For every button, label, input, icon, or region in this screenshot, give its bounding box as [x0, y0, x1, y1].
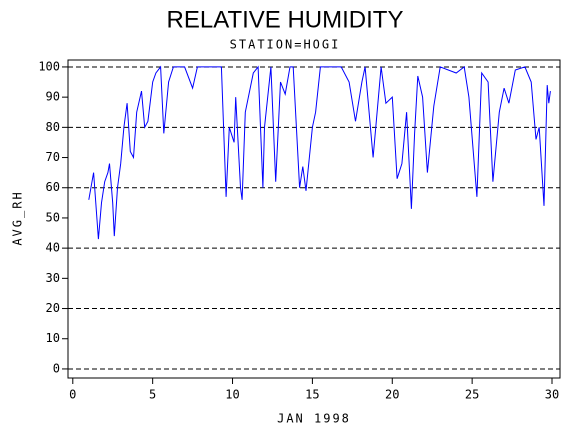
y-tick-label: 60 [46, 180, 60, 194]
y-tick-label: 40 [46, 241, 60, 255]
y-tick-label: 100 [38, 59, 60, 73]
y-tick-label: 20 [46, 301, 60, 315]
y-tick-label: 50 [46, 210, 60, 224]
y-tick-label: 10 [46, 331, 60, 345]
x-axis-label: JAN 1998 [277, 412, 351, 426]
y-tick-label: 80 [46, 120, 60, 134]
rh-line [88, 65, 551, 240]
chart-title: RELATIVE HUMIDITY [167, 6, 404, 33]
y-axis-label: AVG_RH [11, 190, 25, 245]
x-tick-label: 30 [545, 388, 559, 402]
x-tick-label: 20 [385, 388, 399, 402]
plot-frame [67, 59, 561, 379]
y-tick-label: 0 [53, 361, 60, 375]
x-tick-label: 5 [149, 388, 156, 402]
chart-subtitle: STATION=HOGI [230, 38, 341, 52]
x-tick-label: 25 [465, 388, 479, 402]
y-tick-label: 70 [46, 150, 60, 164]
y-tick-label: 30 [46, 271, 60, 285]
x-tick-label: 15 [305, 388, 319, 402]
y-tick-label: 90 [46, 90, 60, 104]
x-tick-label: 0 [69, 388, 76, 402]
x-tick-label: 10 [225, 388, 239, 402]
